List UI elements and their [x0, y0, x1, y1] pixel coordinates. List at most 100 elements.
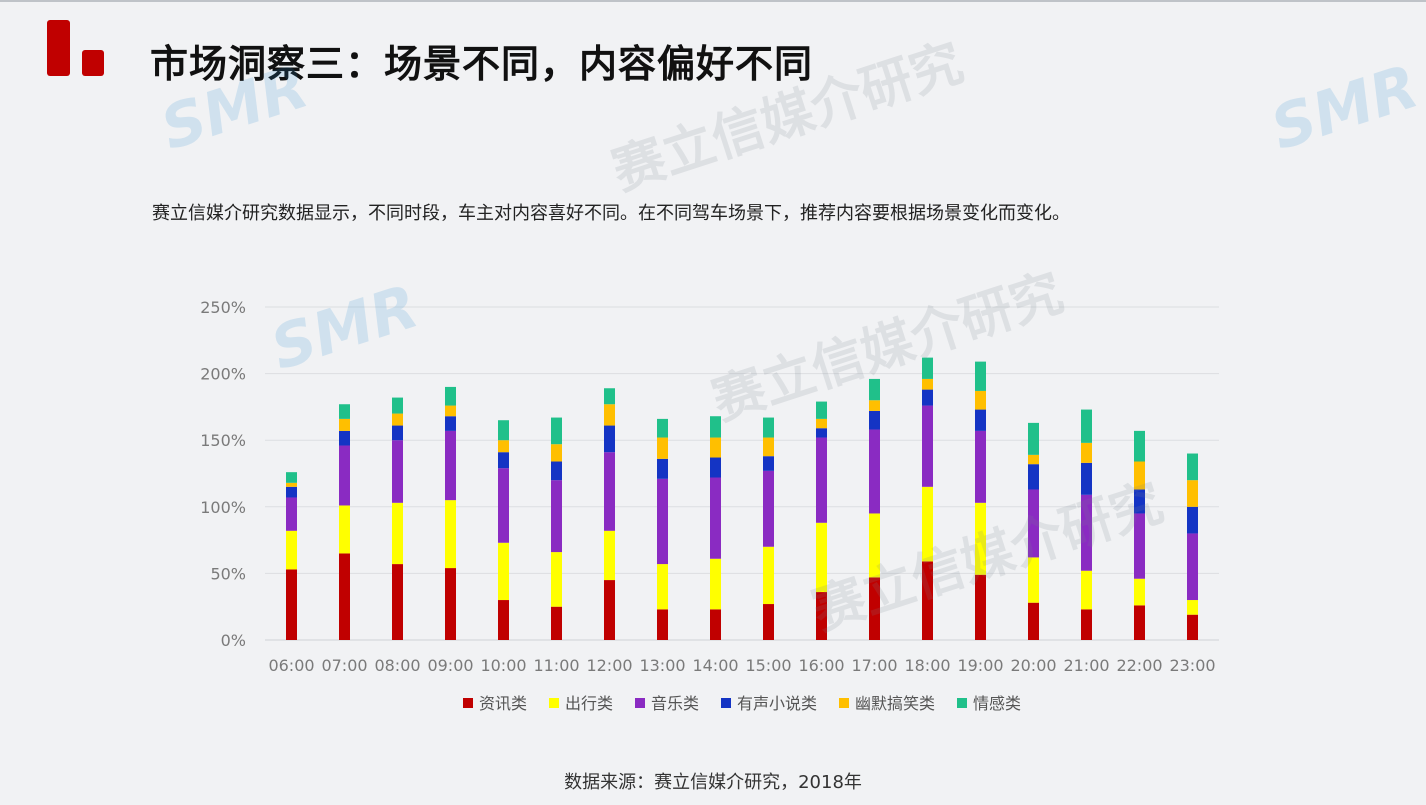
legend-label: 幽默搞笑类	[855, 694, 935, 713]
bar-segment	[551, 606, 562, 640]
bar-segment	[1081, 494, 1092, 571]
bar-segment	[551, 444, 562, 462]
x-tick-label: 17:00	[851, 656, 897, 675]
bar-segment	[339, 505, 350, 554]
x-tick-label: 20:00	[1010, 656, 1056, 675]
legend-label: 资讯类	[479, 694, 527, 713]
bar-segment	[392, 564, 403, 640]
bar-segment	[710, 558, 721, 610]
bar-segment	[657, 418, 668, 438]
bar-segment	[498, 542, 509, 601]
chart-legend: 资讯类 出行类 音乐类 有声小说类 幽默搞笑类 情感类	[463, 694, 1021, 713]
bar-segment	[392, 502, 403, 565]
bar-segment	[1187, 453, 1198, 481]
bar-segment	[604, 530, 615, 581]
bar-segment	[922, 378, 933, 390]
bar-segment	[1028, 557, 1039, 603]
x-tick-label: 07:00	[321, 656, 367, 675]
bar-segment	[1187, 533, 1198, 601]
bar-segment	[816, 522, 827, 593]
x-tick-label: 23:00	[1169, 656, 1215, 675]
bar-segment	[869, 410, 880, 430]
bar-segment	[1187, 614, 1198, 640]
bar-segment	[922, 486, 933, 562]
legend-label: 情感类	[973, 694, 1021, 713]
bar-stacks	[286, 357, 1198, 640]
bar-segment	[445, 386, 456, 406]
bar-segment	[1187, 600, 1198, 615]
bar-segment	[657, 609, 668, 640]
bar-segment	[975, 430, 986, 503]
bar-segment	[445, 416, 456, 431]
legend-swatch	[957, 698, 967, 708]
bar-segment	[1028, 602, 1039, 640]
bar-segment	[1028, 464, 1039, 490]
bar-segment	[339, 430, 350, 446]
legend-swatch	[839, 698, 849, 708]
brand-logo-icon	[47, 20, 107, 78]
x-tick-label: 10:00	[480, 656, 526, 675]
bar-segment	[869, 378, 880, 401]
bar-segment	[1134, 430, 1145, 462]
bar-segment	[551, 461, 562, 481]
bar-segment	[1081, 462, 1092, 495]
bar-segment	[445, 568, 456, 640]
x-tick-label: 21:00	[1063, 656, 1109, 675]
bar-segment	[1028, 454, 1039, 465]
x-tick-label: 16:00	[798, 656, 844, 675]
bar-segment	[1081, 570, 1092, 610]
stacked-bar-chart: 0% 50% 100% 150% 200% 250% 06:00 07:00 08:00 09:…	[200, 298, 1219, 713]
bar-segment	[392, 397, 403, 414]
bar-segment	[339, 404, 350, 419]
bar-segment	[869, 400, 880, 411]
bar-segment	[816, 418, 827, 429]
data-source: 数据来源：赛立信媒介研究，2018年	[564, 772, 862, 793]
logo-bar-tall	[47, 20, 70, 76]
legend-label: 出行类	[565, 694, 613, 713]
x-tick-label: 06:00	[268, 656, 314, 675]
bar-segment	[922, 405, 933, 487]
y-tick-label: 0%	[221, 631, 246, 650]
bar-segment	[1134, 578, 1145, 606]
bar-segment	[710, 477, 721, 559]
bar-segment	[1134, 513, 1145, 579]
bar-segment	[975, 390, 986, 410]
bar-segment	[869, 577, 880, 640]
y-axis-tick-labels: 0% 50% 100% 150% 200% 250%	[200, 298, 246, 650]
bar-segment	[1187, 480, 1198, 507]
bar-segment	[710, 437, 721, 458]
top-rule	[0, 0, 1426, 2]
x-tick-label: 19:00	[957, 656, 1003, 675]
bar-segment	[392, 425, 403, 441]
legend-label: 有声小说类	[737, 694, 817, 713]
bar-segment	[763, 456, 774, 471]
x-tick-label: 15:00	[745, 656, 791, 675]
bar-segment	[975, 361, 986, 391]
bar-segment	[922, 357, 933, 379]
bar-segment	[604, 404, 615, 426]
bar-segment	[710, 457, 721, 478]
gridlines	[265, 306, 1219, 641]
bar-segment	[816, 592, 827, 640]
bar-segment	[763, 470, 774, 547]
bar-segment	[498, 468, 509, 543]
legend-swatch	[635, 698, 645, 708]
bar-segment	[498, 440, 509, 453]
bar-segment	[816, 437, 827, 523]
bar-segment	[657, 478, 668, 565]
bar-segment	[763, 437, 774, 457]
bar-segment	[604, 388, 615, 405]
x-tick-label: 12:00	[586, 656, 632, 675]
bar-segment	[869, 429, 880, 514]
bar-segment	[286, 486, 297, 498]
logo-bar-short	[82, 50, 104, 76]
bar-segment	[657, 437, 668, 459]
bar-segment	[1081, 442, 1092, 463]
bar-segment	[286, 497, 297, 531]
bar-segment	[339, 418, 350, 431]
x-tick-label: 13:00	[639, 656, 685, 675]
bar-segment	[1081, 409, 1092, 443]
bar-segment	[445, 405, 456, 417]
y-tick-label: 200%	[200, 365, 246, 384]
bar-segment	[922, 561, 933, 640]
